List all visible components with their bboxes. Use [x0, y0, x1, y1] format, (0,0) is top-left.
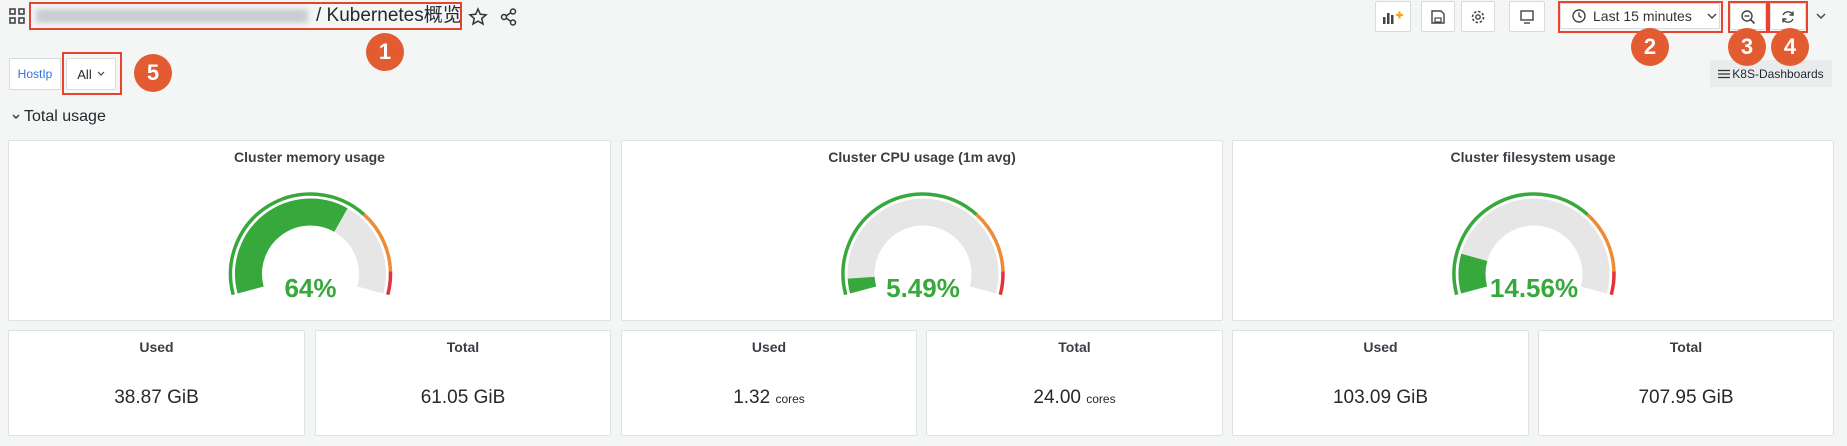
stat-value: 1.32 cores — [622, 387, 916, 409]
refresh-icon — [1782, 10, 1794, 23]
threshold-ring — [1609, 271, 1616, 296]
refresh-dropdown[interactable] — [1814, 9, 1828, 23]
gauge-track — [847, 198, 999, 294]
threshold-ring — [998, 271, 1005, 296]
stat-value: 61.05 GiB — [316, 387, 610, 409]
stat-unit: GiB — [1701, 387, 1734, 408]
panel-title: Cluster filesystem usage — [1450, 149, 1616, 165]
stat-number: 707.95 — [1638, 387, 1697, 408]
threshold-ring — [1586, 213, 1616, 272]
gauge-value-arc — [1458, 253, 1488, 294]
caret — [1707, 13, 1717, 19]
save-icon — [1431, 9, 1445, 24]
gauge-panel: Cluster CPU usage (1m avg) 5.49% — [621, 140, 1223, 321]
panel-title: Total — [1058, 339, 1091, 355]
gauge-panel: Cluster memory usage 64% — [8, 140, 611, 321]
stat-unit: GiB — [167, 387, 199, 408]
menu-icon — [1718, 69, 1731, 78]
panel-title: Used — [1363, 339, 1398, 355]
stat-value: 103.09 GiB — [1233, 387, 1528, 409]
clock-icon — [1572, 9, 1586, 23]
threshold-ring — [1452, 192, 1589, 296]
stat-number: 103.09 — [1332, 387, 1392, 408]
stat-number: 38.87 — [114, 387, 162, 408]
tv-icon — [1520, 9, 1534, 24]
panel-title: Cluster memory usage — [234, 149, 385, 165]
stat-unit: GiB — [1396, 387, 1429, 408]
stat-value: 24.00 cores — [927, 387, 1222, 409]
stat-panel: Total 61.05 GiB — [315, 330, 611, 436]
stat-unit: cores — [775, 392, 805, 406]
gauge-value-label: 5.49% — [886, 273, 960, 303]
stat-panel: Used 38.87 GiB — [8, 330, 305, 436]
zoom-icon — [1741, 9, 1756, 24]
stat-panel: Used 103.09 GiB — [1232, 330, 1529, 436]
stat-unit: cores — [1086, 392, 1116, 406]
threshold-ring — [362, 213, 393, 272]
panel-title: Total — [446, 339, 480, 355]
stat-panel: Total 707.95 GiB — [1538, 330, 1834, 436]
threshold-ring — [841, 192, 978, 296]
star-icon[interactable] — [468, 7, 488, 27]
row-title: Total usage — [24, 108, 106, 125]
tv-mode-button[interactable] — [1509, 1, 1545, 32]
gauge: 5.49% — [841, 192, 1005, 303]
stat-value: 38.87 GiB — [9, 387, 304, 409]
save-button[interactable] — [1421, 1, 1455, 32]
threshold-ring — [228, 192, 366, 296]
dashboards-link-text: K8S-Dashboards — [1732, 66, 1824, 81]
gauge-value-label: 64% — [284, 273, 336, 303]
gauge: 64% — [228, 192, 393, 303]
annotation-marker: 5 — [134, 54, 172, 92]
variable-label: HostIp — [9, 58, 61, 90]
gauge-value-arc — [847, 276, 877, 294]
threshold-ring — [386, 271, 393, 296]
annotation-marker: 2 — [1631, 28, 1669, 66]
gauge-panel: Cluster filesystem usage 14.56% — [1232, 140, 1834, 321]
annotation-marker: 4 — [1771, 28, 1809, 66]
stat-value: 707.95 GiB — [1539, 387, 1833, 409]
gauge-track — [1458, 198, 1610, 294]
caret — [97, 71, 105, 76]
panel-title: Total — [1669, 339, 1703, 355]
variable-value: All — [77, 66, 92, 82]
highlight-box — [29, 2, 462, 30]
panel-title: Used — [139, 339, 174, 355]
annotation-marker: 1 — [366, 33, 404, 71]
stat-panel: Total 24.00 cores — [926, 330, 1223, 436]
settings-button[interactable] — [1461, 1, 1495, 32]
stat-number: 1.32 — [733, 387, 771, 408]
apps-icon[interactable] — [8, 7, 26, 25]
panel-title: Used — [751, 339, 787, 355]
gauge: 14.56% — [1452, 192, 1616, 303]
settings-icon — [1471, 10, 1485, 23]
stat-number: 24.00 — [1033, 387, 1081, 408]
stat-panel: Used 1.32 cores — [621, 330, 917, 436]
add-panel-icon — [1383, 11, 1403, 24]
panel-title: Cluster CPU usage (1m avg) — [828, 149, 1016, 165]
time-range: Last 15 minutes — [1593, 8, 1692, 24]
add-panel-button[interactable] — [1375, 1, 1411, 32]
stat-number: 61.05 — [420, 387, 469, 408]
time-picker[interactable]: Last 15 minutes — [1560, 3, 1720, 29]
highlight-box — [1558, 1, 1723, 33]
annotation-marker: 3 — [1728, 28, 1766, 66]
stat-unit: GiB — [473, 387, 506, 408]
gauge-value-arc — [235, 198, 348, 294]
threshold-ring — [975, 213, 1005, 272]
variable-select[interactable]: All — [66, 58, 116, 90]
blurred-folder — [36, 9, 308, 23]
row-collapse-icon[interactable] — [11, 112, 21, 122]
dashboards-link[interactable]: K8S-Dashboards — [1710, 60, 1832, 87]
gauge-value-label: 14.56% — [1490, 273, 1578, 303]
breadcrumb[interactable]: / Kubernetes概览 — [316, 5, 462, 26]
share-icon[interactable] — [499, 7, 519, 27]
highlight-box — [62, 52, 122, 95]
